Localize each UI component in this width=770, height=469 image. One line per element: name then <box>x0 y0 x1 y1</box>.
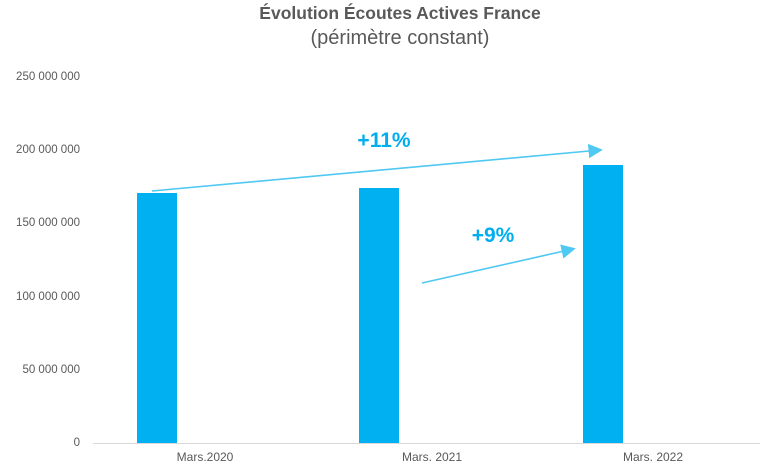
y-tick-label-150m: 150 000 000 <box>16 217 80 230</box>
y-tick-label-50m: 50 000 000 <box>22 363 80 376</box>
y-tick-label-250m: 250 000 000 <box>16 71 80 83</box>
annotation-arrow-9 <box>421 244 576 284</box>
x-axis-line <box>93 443 760 444</box>
chart-subtitle: (périmètre constant) <box>310 27 490 49</box>
x-axis-label-mars-2020: Mars.2020 <box>176 450 234 464</box>
annotation-arrow-11 <box>151 143 603 192</box>
x-axis-label-mars-2022: Mars. 2022 <box>622 450 684 464</box>
y-tick-label-0m: 0 <box>73 437 80 449</box>
bar-mars-2022 <box>583 164 623 443</box>
chart-title: Évolution Écoutes Actives France <box>259 3 541 23</box>
y-tick-label-100m: 100 000 000 <box>16 290 80 303</box>
annotation-label-11: +11% <box>357 129 411 152</box>
bar-mars-2020 <box>137 192 177 443</box>
x-axis-label-mars-2021: Mars. 2021 <box>401 450 463 464</box>
annotation-label-9: +9% <box>471 224 515 247</box>
y-tick-label-200m: 200 000 000 <box>16 144 80 157</box>
bar-mars-2021 <box>359 188 399 443</box>
